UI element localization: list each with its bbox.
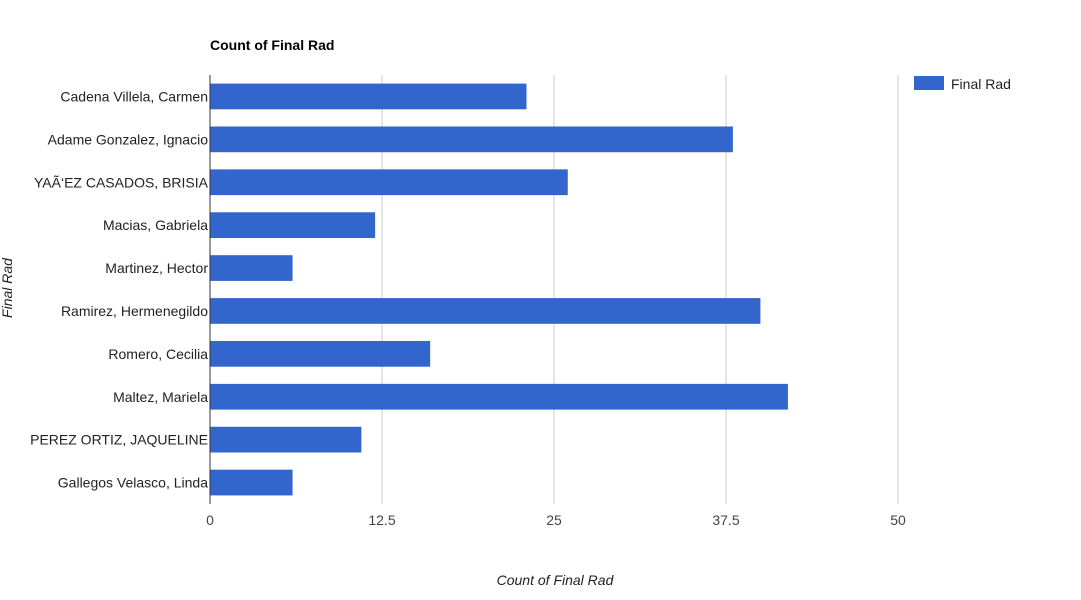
category-label: Romero, Cecilia [108, 346, 208, 362]
category-label: Gallegos Velasco, Linda [58, 475, 208, 491]
legend-label: Final Rad [951, 76, 1011, 92]
bar[interactable] [210, 83, 527, 110]
bar[interactable] [210, 169, 568, 196]
category-label: YAÃ‘EZ CASADOS, BRISIA [34, 174, 209, 190]
category-label: Maltez, Mariela [113, 389, 208, 405]
bar[interactable] [210, 298, 761, 324]
category-labels: Cadena Villela, Carmen Adame Gonzalez, Ig… [30, 88, 209, 490]
bar[interactable] [210, 255, 293, 281]
category-label: Ramirez, Hermenegildo [61, 303, 208, 319]
bar[interactable] [210, 340, 431, 367]
chart-title: Count of Final Rad [210, 37, 334, 53]
category-label: Macias, Gabriela [103, 217, 208, 233]
category-label: Cadena Villela, Carmen [60, 88, 208, 104]
legend[interactable]: Final Rad [914, 76, 1011, 92]
bar[interactable] [210, 383, 788, 410]
legend-swatch [914, 76, 944, 90]
bar[interactable] [210, 126, 733, 153]
bar[interactable] [210, 426, 362, 453]
category-label: PEREZ ORTIZ, JAQUELINE [30, 432, 208, 448]
x-tick-label: 50 [890, 512, 906, 528]
x-tick-label: 0 [206, 512, 214, 528]
x-tick-labels: 0 12.5 25 37.5 50 [206, 512, 906, 528]
x-tick-label: 12.5 [368, 512, 395, 528]
x-axis-title: Count of Final Rad [497, 572, 615, 588]
category-label: Martinez, Hector [105, 260, 208, 276]
bars [210, 83, 788, 496]
bar[interactable] [210, 212, 376, 239]
bar[interactable] [210, 469, 293, 496]
category-label: Adame Gonzalez, Ignacio [48, 131, 209, 147]
x-tick-label: 25 [546, 512, 562, 528]
x-tick-label: 37.5 [712, 512, 739, 528]
y-axis-title: Final Rad [0, 257, 15, 318]
